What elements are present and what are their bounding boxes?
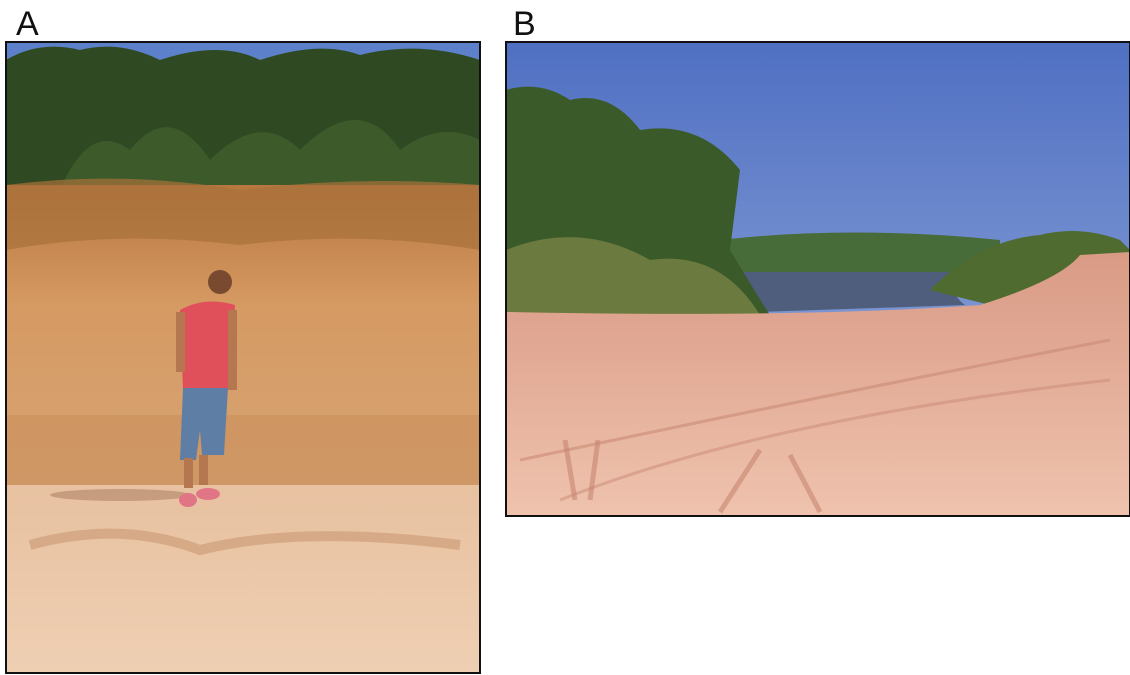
page: A B (() <box>0 0 1130 675</box>
panel-label: B <box>513 5 536 43</box>
photo-b <box>506 42 1130 516</box>
panel-label: A <box>16 5 39 43</box>
photo-a <box>6 42 480 673</box>
figure: A B <box>0 0 1130 675</box>
